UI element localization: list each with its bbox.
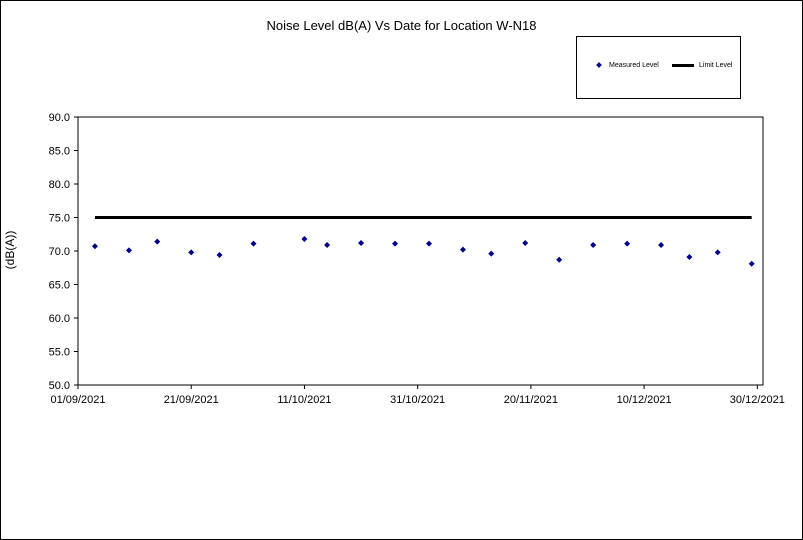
measured-level-point: [459, 246, 466, 253]
legend: Measured Level Limit Level: [576, 36, 741, 99]
measured-level-point: [392, 240, 399, 247]
y-tick-label: 90.0: [49, 112, 70, 124]
measured-level-point: [658, 241, 665, 248]
x-tick-label: 20/11/2021: [504, 394, 558, 406]
legend-label-measured: Measured Level: [609, 62, 659, 69]
x-tick-label: 31/10/2021: [390, 394, 445, 406]
measured-level-point: [714, 249, 721, 256]
y-tick-label: 65.0: [49, 280, 70, 292]
y-tick-label: 50.0: [49, 380, 70, 392]
legend-label-limit: Limit Level: [699, 62, 733, 69]
measured-level-point: [125, 247, 132, 254]
measured-level-point: [488, 250, 495, 257]
measured-level-point: [154, 238, 161, 245]
y-tick-label: 70.0: [49, 246, 70, 258]
measured-level-point: [216, 252, 223, 259]
legend-item-measured: Measured Level: [596, 62, 659, 69]
measured-level-point: [301, 235, 308, 242]
measured-level-point: [590, 241, 597, 248]
y-tick-label: 80.0: [49, 179, 70, 191]
legend-item-limit: Limit Level: [672, 62, 732, 69]
measured-level-point: [425, 240, 432, 247]
plot-border: [77, 116, 764, 386]
x-tick-label: 01/09/2021: [50, 394, 105, 406]
x-tick-label: 21/09/2021: [164, 394, 219, 406]
measured-level-point: [358, 239, 365, 246]
measured-level-point: [324, 241, 331, 248]
y-tick-label: 55.0: [49, 347, 70, 359]
x-tick-label: 30/12/2021: [730, 394, 785, 406]
measured-level-point: [91, 243, 98, 250]
x-tick-label: 10/12/2021: [617, 394, 672, 406]
measured-level-point: [250, 240, 257, 247]
y-tick-label: 75.0: [49, 213, 70, 225]
measured-level-point: [686, 254, 693, 261]
measured-level-point: [556, 256, 563, 263]
y-tick-label: 85.0: [49, 146, 70, 158]
measured-level-point: [748, 260, 755, 267]
x-tick-label: 11/10/2021: [277, 394, 331, 406]
measured-level-point: [522, 239, 529, 246]
y-tick-label: 60.0: [49, 313, 70, 325]
measured-level-point: [624, 240, 631, 247]
legend-line-swatch-icon: [672, 63, 694, 67]
chart-title: Noise Level dB(A) Vs Date for Location W…: [266, 18, 537, 33]
measured-level-point: [188, 249, 195, 256]
